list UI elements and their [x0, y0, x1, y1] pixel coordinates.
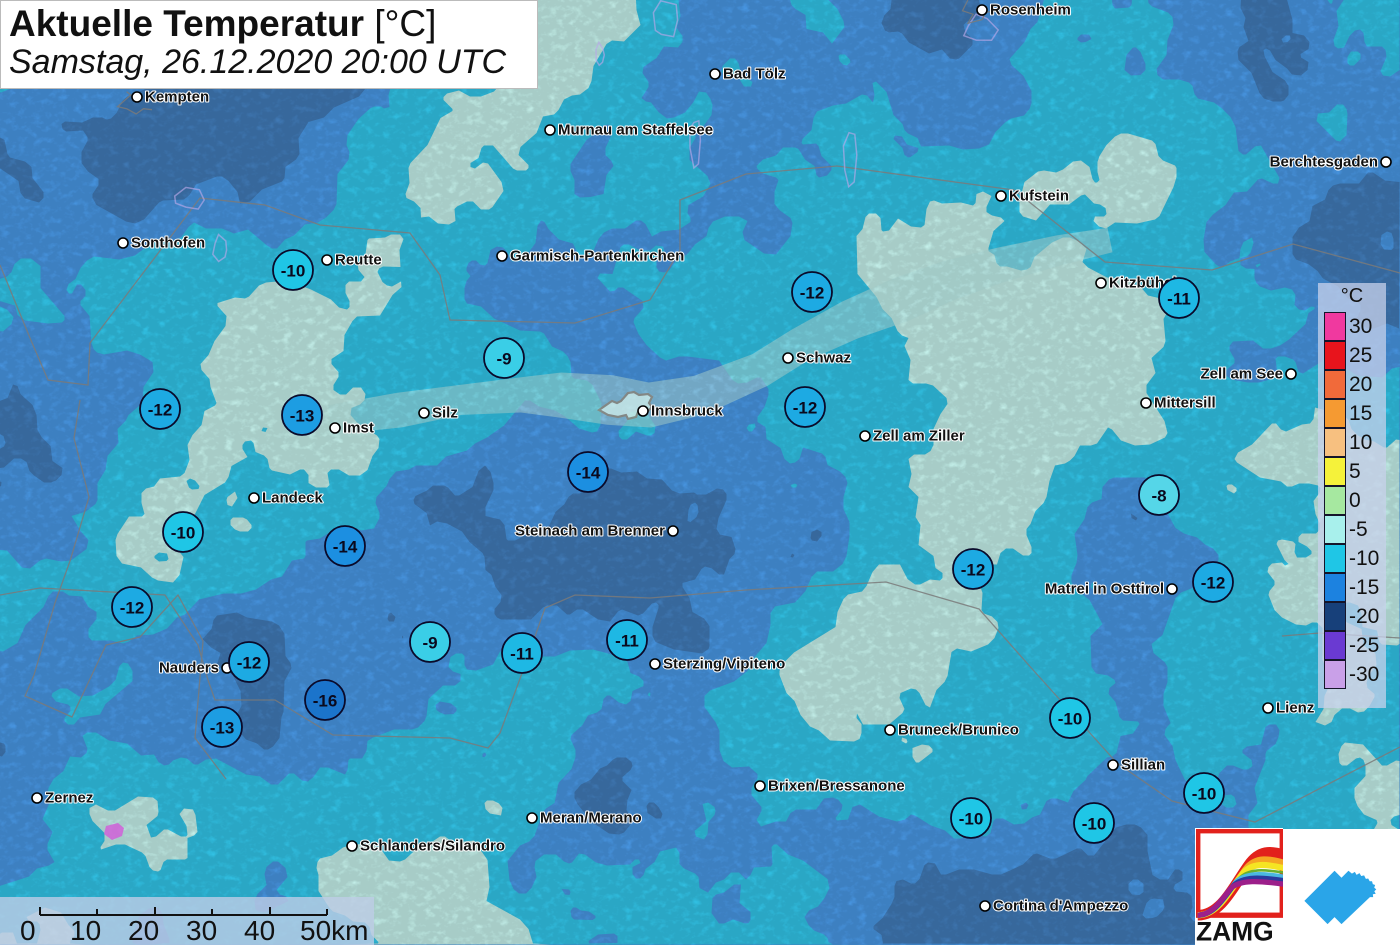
svg-text:Silz: Silz	[432, 405, 458, 422]
svg-text:Sterzing/Vipiteno: Sterzing/Vipiteno	[663, 656, 785, 673]
svg-text:-10: -10	[959, 810, 984, 829]
svg-text:Matrei in Osttirol: Matrei in Osttirol	[1045, 581, 1164, 598]
svg-text:-11: -11	[1167, 290, 1191, 309]
svg-text:-12: -12	[1201, 574, 1226, 593]
svg-text:-13: -13	[210, 719, 235, 738]
svg-text:Schlanders/Silandro: Schlanders/Silandro	[360, 838, 505, 855]
svg-text:Reutte: Reutte	[335, 252, 382, 269]
svg-text:-9: -9	[496, 350, 511, 369]
svg-text:Steinach am Brenner: Steinach am Brenner	[515, 523, 665, 540]
svg-text:Bad Tölz: Bad Tölz	[723, 66, 786, 83]
svg-text:Berchtesgaden: Berchtesgaden	[1270, 154, 1378, 171]
svg-text:-9: -9	[422, 634, 437, 653]
svg-text:ZAMG: ZAMG	[1196, 917, 1274, 945]
svg-text:-10: -10	[1058, 710, 1083, 729]
svg-text:Sillian: Sillian	[1121, 757, 1165, 774]
svg-text:Schwaz: Schwaz	[796, 350, 851, 367]
svg-text:Zell am See: Zell am See	[1200, 366, 1283, 383]
svg-text:-11: -11	[510, 645, 534, 664]
svg-text:-11: -11	[615, 632, 639, 651]
svg-text:-14: -14	[576, 464, 601, 483]
svg-text:-12: -12	[120, 599, 145, 618]
svg-text:Kufstein: Kufstein	[1009, 188, 1069, 205]
svg-text:-10: -10	[281, 262, 306, 281]
svg-text:Zell am Ziller: Zell am Ziller	[873, 428, 965, 445]
svg-text:-12: -12	[961, 561, 986, 580]
svg-text:-16: -16	[313, 692, 338, 711]
svg-text:-12: -12	[800, 284, 825, 303]
svg-text:-12: -12	[793, 399, 818, 418]
svg-text:-13: -13	[290, 407, 315, 426]
svg-text:-10: -10	[1082, 815, 1107, 834]
svg-text:Nauders: Nauders	[159, 660, 219, 677]
svg-text:Rosenheim: Rosenheim	[990, 2, 1071, 19]
svg-text:Meran/Merano: Meran/Merano	[540, 810, 642, 827]
svg-text:Garmisch-Partenkirchen: Garmisch-Partenkirchen	[510, 248, 684, 265]
svg-text:Cortina d'Ampezzo: Cortina d'Ampezzo	[993, 898, 1128, 915]
svg-text:Brixen/Bressanone: Brixen/Bressanone	[768, 778, 905, 795]
svg-text:Sonthofen: Sonthofen	[131, 235, 205, 252]
svg-text:-14: -14	[333, 538, 358, 557]
svg-text:Kempten: Kempten	[145, 89, 209, 106]
svg-text:Mittersill: Mittersill	[1154, 395, 1216, 412]
svg-text:-12: -12	[148, 401, 173, 420]
svg-text:Innsbruck: Innsbruck	[651, 403, 723, 420]
svg-text:Bruneck/Brunico: Bruneck/Brunico	[898, 722, 1019, 739]
svg-text:Landeck: Landeck	[262, 490, 324, 507]
svg-text:Zernez: Zernez	[45, 790, 93, 807]
svg-text:Murnau am Staffelsee: Murnau am Staffelsee	[558, 122, 713, 139]
svg-text:Lienz: Lienz	[1276, 700, 1314, 717]
svg-text:-10: -10	[1192, 785, 1217, 804]
svg-text:Imst: Imst	[343, 420, 374, 437]
svg-text:-12: -12	[237, 654, 262, 673]
svg-text:-8: -8	[1151, 487, 1166, 506]
svg-text:-10: -10	[171, 524, 196, 543]
